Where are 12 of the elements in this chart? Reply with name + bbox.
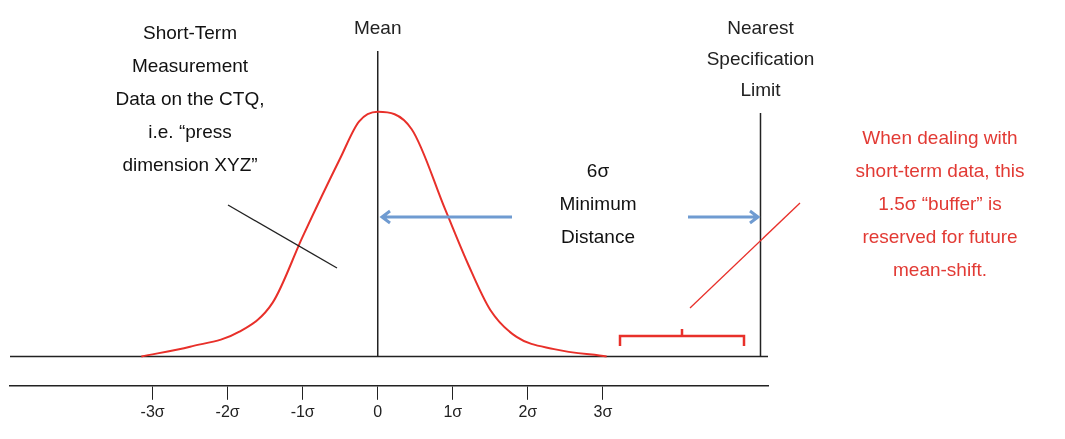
x-tick-label: 1σ	[443, 402, 463, 420]
annotation: 6σ Minimum Distance	[558, 159, 638, 249]
x-tick-label: -3σ	[140, 402, 165, 420]
annotation: Short-Term Measurement Data on the CTQ, i.e. “press dimension XYZ”	[115, 21, 265, 177]
ref-line-label: Mean	[353, 17, 402, 39]
ref-line-label: Nearest Specification Limit	[706, 17, 815, 101]
x-tick-label: 2σ	[518, 402, 538, 420]
x-tick-label: 0	[373, 402, 383, 420]
x-tick-label: 3σ	[593, 402, 613, 420]
x-tick-label: -2σ	[215, 402, 240, 420]
text: When dealing with short-term data, this 1.5σ “buffer” is reserved for future mean-shift.	[854, 126, 1026, 282]
x-tick-label: -1σ	[290, 402, 315, 420]
